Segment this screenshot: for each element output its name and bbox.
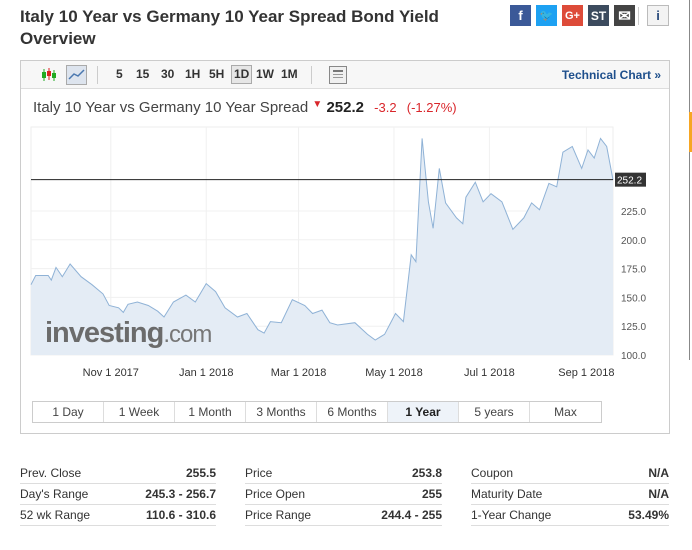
chart-panel: 5 15 30 1H 5H 1D 1W 1M Technical Chart »… [20,60,670,434]
stat-label: 52 wk Range [20,508,91,522]
page-title: Italy 10 Year vs Germany 10 Year Spread … [20,7,439,48]
interval-30[interactable]: 30 [161,67,175,81]
interval-1m[interactable]: 1M [281,67,298,81]
chart-toolbar: 5 15 30 1H 5H 1D 1W 1M Technical Chart » [21,61,669,89]
price-change-percent: (-1.27%) [406,100,457,115]
y-tick-label: 225.0 [621,207,646,218]
stat-row: Price 253.8 [245,463,442,484]
stat-value: 255.5 [185,466,216,480]
y-tick-label: 175.0 [621,265,646,276]
share-bar: f 🐦 G+ ST ✉ [510,5,635,26]
twitter-icon[interactable]: 🐦 [536,5,557,26]
email-icon[interactable]: ✉ [614,5,635,26]
interval-5h[interactable]: 5H [209,67,225,81]
stat-row: Coupon N/A [471,463,669,484]
side-tab[interactable] [689,112,692,152]
range-6-months[interactable]: 6 Months [317,402,388,422]
interval-1w[interactable]: 1W [256,67,274,81]
range-5-years[interactable]: 5 years [459,402,530,422]
interval-1d[interactable]: 1D [231,65,253,84]
instrument-name: Italy 10 Year vs Germany 10 Year Spread [33,99,309,116]
last-price: 252.2 [326,99,364,116]
line-chart-icon [68,69,85,80]
stat-label: Price Open [245,487,306,501]
x-tick-label: Jul 1 2018 [464,367,515,379]
stat-value: 255 [421,487,442,501]
info-button[interactable]: i [647,5,669,26]
x-tick-label: Sep 1 2018 [558,367,614,379]
candlestick-icon[interactable] [41,68,57,82]
quote-header: Italy 10 Year vs Germany 10 Year Spread … [33,99,457,116]
watermark-logo: investing.com [45,317,212,350]
stat-label: Day's Range [20,487,89,501]
range-max[interactable]: Max [554,405,577,419]
stat-row: Maturity Date N/A [471,484,669,505]
down-arrow-icon: ▼ [312,99,323,110]
y-tick-label: 200.0 [621,236,646,247]
current-price-label: 252.2 [617,176,642,187]
stats-column-2: Price 253.8 Price Open 255 Price Range 244.… [245,463,442,526]
divider [97,66,98,84]
stat-row: Price Open 255 [245,484,442,505]
y-tick-label: 125.0 [621,322,646,333]
range-1-year[interactable]: 1 Year [388,402,459,422]
price-chart[interactable]: 100.0 125.0 150.0 175.0 200.0 225.0 Nov 1 2017… [21,61,669,391]
stat-label: Price [245,466,273,480]
stat-label: Prev. Close [20,466,82,480]
facebook-icon[interactable]: f [510,5,531,26]
range-3-months[interactable]: 3 Months [246,402,317,422]
stat-row: 52 wk Range 110.6 - 310.6 [20,505,216,526]
technical-chart-link[interactable]: Technical Chart » [561,68,661,82]
stat-row: Prev. Close 255.5 [20,463,216,484]
x-tick-label: Jan 1 2018 [179,367,233,379]
y-tick-label: 100.0 [621,351,646,362]
current-price-badge [615,172,646,187]
interval-1h[interactable]: 1H [185,67,201,81]
range-1-day[interactable]: 1 Day [33,402,104,422]
stats-column-3: Coupon N/A Maturity Date N/A 1-Year Change… [471,463,669,526]
stat-value: N/A [648,466,669,480]
stat-value: 253.8 [411,466,442,480]
watermark-suffix: .com [163,321,212,348]
stats-column-1: Prev. Close 255.5 Day's Range 245.3 - 256.… [20,463,216,526]
google-plus-icon[interactable]: G+ [562,5,583,26]
stat-value: N/A [648,487,669,501]
x-tick-label: Mar 1 2018 [271,367,327,379]
line-chart-button[interactable] [66,65,87,85]
price-change: -3.2 [374,100,397,115]
stat-label: Maturity Date [471,487,543,501]
watermark-text: investing [45,317,164,349]
range-selector: 1 Day 1 Week 1 Month 3 Months 6 Months 1… [32,401,602,423]
interval-5[interactable]: 5 [116,67,123,81]
stocktwits-icon[interactable]: ST [588,5,609,26]
x-tick-label: May 1 2018 [365,367,422,379]
divider [311,66,312,84]
table-view-button[interactable] [329,66,347,84]
divider [689,0,690,360]
divider [638,7,639,25]
range-1-week[interactable]: 1 Week [104,402,175,422]
y-tick-label: 150.0 [621,293,646,304]
stat-label: Price Range [245,508,312,522]
stat-label: Coupon [471,466,514,480]
stat-row: 1-Year Change 53.49% [471,505,669,526]
table-icon [333,70,343,78]
range-1-month[interactable]: 1 Month [175,402,246,422]
stat-value: 53.49% [628,508,669,522]
stat-row: Day's Range 245.3 - 256.7 [20,484,216,505]
stat-value: 244.4 - 255 [381,508,442,522]
stat-value: 245.3 - 256.7 [145,487,216,501]
stat-label: 1-Year Change [471,508,552,522]
interval-15[interactable]: 15 [136,67,150,81]
stat-value: 110.6 - 310.6 [145,508,216,522]
price-line [30,137,614,341]
x-tick-label: Nov 1 2017 [83,367,139,379]
stat-row: Price Range 244.4 - 255 [245,505,442,526]
